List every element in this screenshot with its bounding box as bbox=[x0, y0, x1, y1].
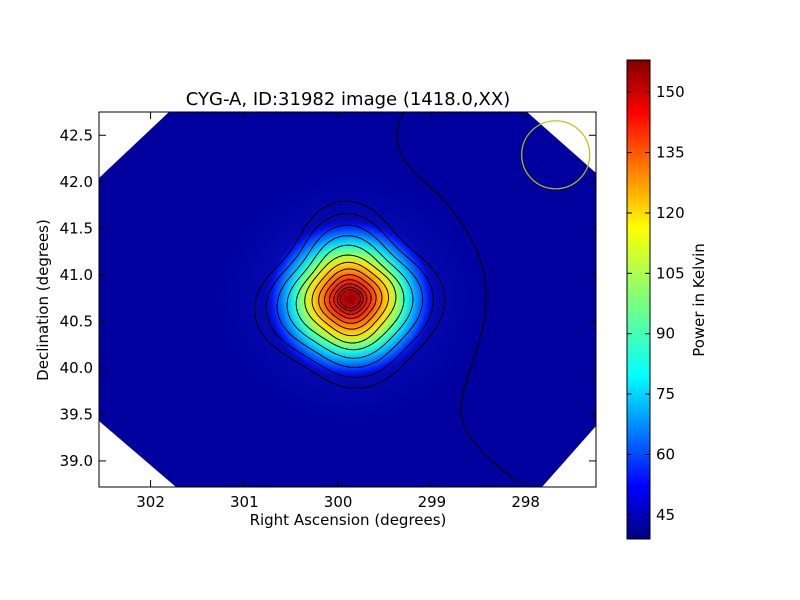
colorbar-tick-label: 105 bbox=[656, 264, 685, 282]
x-tick-label: 299 bbox=[418, 493, 447, 511]
y-tick-label: 41.0 bbox=[60, 266, 93, 284]
contour-line bbox=[336, 286, 364, 312]
y-axis: 39.0 39.5 40.0 40.5 41.0 41.5 42.0 42.5 bbox=[60, 126, 596, 470]
colorbar-tick-label: 150 bbox=[656, 83, 685, 101]
x-tick-label: 300 bbox=[324, 493, 353, 511]
contour-line bbox=[304, 254, 397, 344]
colorbar-ticks: 45 60 75 90 105 120 135 150 bbox=[627, 83, 685, 524]
beam-circle bbox=[521, 120, 591, 190]
x-tick-label: 302 bbox=[136, 493, 165, 511]
contour-line bbox=[328, 279, 372, 319]
x-axis: 302 301 300 299 298 bbox=[136, 112, 540, 511]
y-tick-label: 41.5 bbox=[60, 219, 93, 237]
contour-line bbox=[276, 224, 424, 369]
y-tick-label: 42.0 bbox=[60, 173, 93, 191]
contour-line bbox=[253, 200, 446, 389]
colorbar-tick-label: 75 bbox=[656, 385, 675, 403]
x-tick-label: 298 bbox=[511, 493, 540, 511]
y-tick-label: 40.0 bbox=[60, 359, 93, 377]
y-tick-label: 39.0 bbox=[60, 452, 93, 470]
contour-line bbox=[286, 235, 414, 359]
contour-lines bbox=[253, 200, 446, 389]
y-tick-label: 40.5 bbox=[60, 312, 93, 330]
source-core bbox=[265, 219, 436, 380]
contour-line bbox=[339, 289, 361, 309]
contour-line bbox=[311, 261, 389, 337]
colorbar-label: Power in Kelvin bbox=[690, 243, 708, 357]
x-tick-label: 301 bbox=[230, 493, 259, 511]
contour-line bbox=[318, 268, 383, 330]
colorbar-tick-label: 60 bbox=[656, 445, 675, 463]
outer-contour-line bbox=[396, 112, 518, 482]
colorbar-tick-label: 135 bbox=[656, 144, 685, 162]
colorbar-tick-label: 120 bbox=[656, 204, 685, 222]
plot-area bbox=[99, 112, 596, 487]
contour-line bbox=[265, 213, 434, 379]
y-axis-label: Declination (degrees) bbox=[34, 219, 52, 381]
contour-line bbox=[324, 274, 377, 324]
colorbar-tick-label: 45 bbox=[656, 506, 675, 524]
chart-title: CYG-A, ID:31982 image (1418.0,XX) bbox=[186, 89, 510, 110]
x-axis-label: Right Ascension (degrees) bbox=[250, 511, 447, 529]
plot-frame bbox=[98, 111, 597, 488]
colorbar-tick-label: 90 bbox=[656, 325, 675, 343]
contour-line bbox=[295, 244, 405, 351]
colorbar bbox=[626, 59, 651, 540]
y-tick-label: 39.5 bbox=[60, 405, 93, 423]
y-tick-label: 42.5 bbox=[60, 126, 93, 144]
contour-line bbox=[333, 283, 368, 315]
